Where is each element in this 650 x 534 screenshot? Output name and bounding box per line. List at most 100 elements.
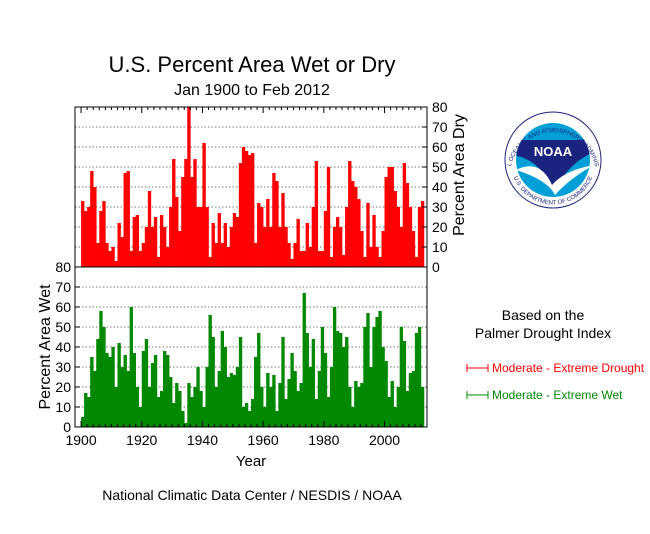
dry-bar	[184, 159, 188, 267]
dry-bar	[172, 159, 176, 267]
wet-bar	[387, 397, 391, 427]
wet-bar	[238, 337, 243, 427]
wet-bar	[178, 391, 182, 427]
wet-bar	[193, 387, 197, 427]
wet-series	[81, 293, 425, 427]
wet-bar	[108, 357, 112, 427]
wet-bar	[208, 315, 212, 427]
wet-bar	[138, 407, 143, 427]
wet-bar	[269, 387, 273, 427]
dry-bar	[163, 227, 167, 267]
dry-bar	[153, 217, 158, 267]
y-tick-label-wet: 80	[55, 259, 71, 275]
wet-bar	[357, 387, 361, 427]
y-tick-label-dry: 30	[432, 199, 448, 215]
wet-bar	[211, 337, 215, 427]
wet-bar	[372, 327, 376, 427]
dry-bar	[396, 207, 400, 267]
wet-bar	[260, 387, 264, 427]
x-tick-label: 1940	[187, 432, 218, 448]
dry-bar	[405, 183, 410, 267]
dry-bar	[208, 257, 212, 267]
dry-bar	[99, 211, 103, 267]
dry-bar	[351, 181, 355, 267]
wet-bar	[166, 355, 170, 427]
wet-bar	[302, 293, 306, 427]
wet-bar	[111, 347, 115, 427]
y-tick-label-dry: 20	[432, 219, 448, 235]
dry-bar	[166, 247, 170, 267]
wet-bar	[129, 307, 133, 427]
dry-bar	[87, 207, 91, 267]
noaa-wordmark: NOAA	[534, 144, 573, 159]
wet-bar	[181, 411, 185, 427]
dry-bar	[260, 207, 264, 267]
wet-bar	[287, 379, 291, 427]
legend: Based on the Palmer Drought Index Modera…	[466, 307, 645, 402]
dry-bar	[169, 207, 173, 267]
dry-bar	[199, 207, 203, 267]
dry-bar	[241, 147, 246, 267]
dry-bar	[257, 203, 261, 267]
wet-bar	[375, 317, 379, 427]
dry-bar	[363, 257, 367, 267]
dry-bar	[220, 243, 224, 267]
wet-bar	[196, 367, 200, 427]
wet-bar	[339, 333, 343, 427]
y-axis-label-dry: Percent Area Dry	[451, 114, 468, 236]
dry-bar	[275, 181, 279, 267]
wet-bar	[132, 353, 136, 427]
wet-bar	[205, 367, 209, 427]
y-axis-label-wet: Percent Area Wet	[37, 284, 54, 410]
wet-bar	[402, 341, 407, 427]
wet-bar	[187, 383, 191, 427]
y-tick-label-wet: 20	[55, 379, 71, 395]
legend-item-wet: Moderate - Extreme Wet	[466, 388, 623, 402]
wet-bar	[332, 307, 337, 427]
wet-bar	[199, 391, 203, 427]
wet-bar	[293, 371, 297, 427]
wet-bar	[229, 373, 234, 427]
wet-bar	[342, 347, 346, 427]
y-tick-label-wet: 50	[55, 319, 71, 335]
dry-bar	[332, 227, 337, 267]
dry-bar	[111, 247, 115, 267]
wet-bar	[169, 377, 173, 427]
footer-credit: National Climatic Data Center / NESDIS /…	[102, 487, 402, 503]
legend-heading-2: Palmer Drought Index	[475, 325, 611, 341]
dry-bar	[263, 227, 267, 267]
dry-bar	[205, 207, 209, 267]
dry-bar	[320, 251, 325, 267]
y-tick-label-dry: 80	[432, 99, 448, 115]
wet-bar	[117, 343, 121, 427]
dry-bar	[420, 201, 425, 267]
dry-bar	[399, 227, 404, 267]
wet-bar	[251, 399, 255, 427]
legend-item-drought: Moderate - Extreme Drought	[466, 361, 645, 375]
wet-bar	[126, 371, 130, 427]
dry-bar	[126, 171, 130, 267]
x-axis-label: Year	[236, 453, 266, 470]
wet-bar	[226, 377, 231, 427]
dry-bar	[105, 243, 109, 267]
wet-bar	[311, 339, 316, 427]
wet-bar	[190, 397, 194, 427]
x-tick-label: 1960	[248, 432, 279, 448]
dry-bar	[247, 155, 252, 267]
wet-bar	[144, 339, 149, 427]
wet-bar	[247, 411, 252, 427]
dry-bar	[314, 161, 319, 267]
dry-bar	[123, 173, 127, 267]
wet-bar	[172, 403, 176, 427]
dry-bar	[135, 215, 140, 267]
wet-bar	[320, 327, 325, 427]
wet-bar	[150, 363, 155, 427]
dry-bar	[299, 251, 303, 267]
dry-bar	[244, 151, 249, 267]
wet-bar	[290, 353, 294, 427]
dry-bar	[305, 223, 309, 267]
dry-bar	[281, 193, 285, 267]
wet-bar	[308, 367, 312, 427]
dry-bar	[384, 177, 388, 267]
